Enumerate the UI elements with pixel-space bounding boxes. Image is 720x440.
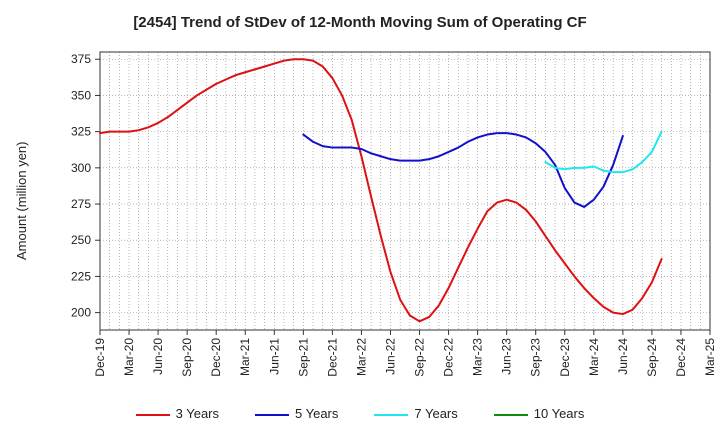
y-tick-label: 200 xyxy=(71,306,91,320)
x-tick-label: Jun-21 xyxy=(267,338,281,375)
y-tick-label: 275 xyxy=(71,197,91,211)
x-tick-label: Sep-20 xyxy=(180,338,194,377)
x-tick-label: Dec-23 xyxy=(558,338,572,377)
legend-swatch xyxy=(374,413,409,416)
series-lines xyxy=(99,58,663,323)
y-tick-label: 350 xyxy=(71,88,91,102)
x-tick-label: Mar-25 xyxy=(703,338,717,376)
series-line-5-years xyxy=(302,132,624,208)
y-tick-label: 375 xyxy=(71,52,91,66)
legend-label: 3 Years xyxy=(175,406,219,421)
x-tick-label: Dec-20 xyxy=(209,338,223,377)
x-tick-label: Sep-22 xyxy=(413,338,427,377)
x-tick-label: Jun-20 xyxy=(151,338,165,375)
y-tick-label: 300 xyxy=(71,161,91,175)
legend-item-10-years: 10 Years xyxy=(493,406,585,421)
y-tick-label: 325 xyxy=(71,125,91,139)
x-tick-label: Sep-23 xyxy=(529,338,543,377)
x-tick-label: Jun-23 xyxy=(500,338,514,375)
legend-swatch xyxy=(255,413,289,416)
x-tick-label: Mar-22 xyxy=(354,338,368,376)
x-tick-label: Sep-24 xyxy=(645,338,659,377)
x-tick-label: Jun-24 xyxy=(616,338,630,375)
x-axis-ticks: Dec-19 Mar-20 Jun-20 Sep-20 Dec-20 Mar-21 Jun-… xyxy=(93,330,717,377)
legend-item-3-years: 3 Years xyxy=(135,406,219,421)
x-tick-label: Mar-20 xyxy=(122,338,136,376)
legend: 3 Years 5 Years 7 Years 10 Years xyxy=(0,406,720,421)
legend-label: 7 Years xyxy=(414,406,458,421)
x-tick-label: Dec-24 xyxy=(674,338,688,377)
x-tick-label: Mar-23 xyxy=(471,338,485,376)
y-axis-ticks: 200 225 250 275 300 325 350 375 xyxy=(71,52,100,320)
x-tick-label: Dec-21 xyxy=(325,338,339,377)
x-tick-label: Mar-21 xyxy=(238,338,252,376)
y-tick-label: 225 xyxy=(71,269,91,283)
y-tick-label: 250 xyxy=(71,233,91,247)
legend-item-7-years: 7 Years xyxy=(374,406,458,421)
grid xyxy=(99,52,711,330)
series-line-7-years xyxy=(544,130,663,174)
legend-swatch xyxy=(135,413,170,416)
x-tick-label: Dec-19 xyxy=(93,338,107,377)
x-tick-label: Dec-22 xyxy=(442,338,456,377)
legend-item-5-years: 5 Years xyxy=(255,406,338,421)
plot-area-frame xyxy=(99,51,711,331)
x-tick-label: Sep-21 xyxy=(296,338,310,377)
legend-swatch xyxy=(493,413,528,416)
legend-label: 5 Years xyxy=(295,406,339,421)
legend-label: 10 Years xyxy=(533,406,585,421)
x-tick-label: Jun-22 xyxy=(383,338,397,375)
chart-title: [2454] Trend of StDev of 12-Month Moving… xyxy=(133,14,587,31)
x-tick-label: Mar-24 xyxy=(587,338,601,376)
series-line-3-years xyxy=(99,58,663,323)
